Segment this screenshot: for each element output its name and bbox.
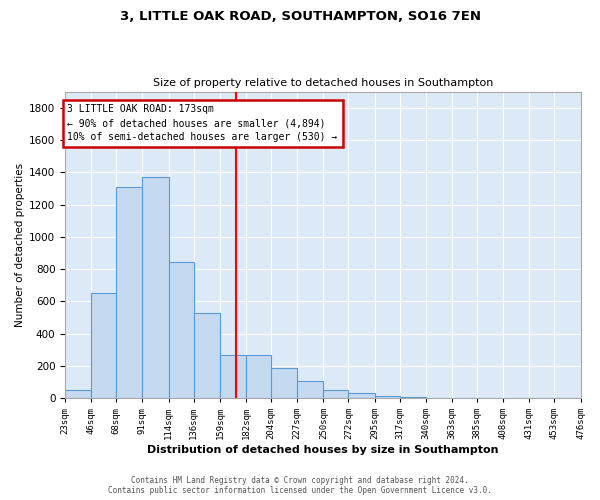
X-axis label: Distribution of detached houses by size in Southampton: Distribution of detached houses by size … xyxy=(147,445,499,455)
Bar xyxy=(297,381,323,398)
Bar xyxy=(323,390,349,398)
Bar xyxy=(91,294,116,398)
Bar xyxy=(194,312,220,398)
Bar xyxy=(374,396,400,398)
Bar xyxy=(220,354,246,398)
Bar xyxy=(169,262,194,398)
Bar xyxy=(65,390,91,398)
Text: 3 LITTLE OAK ROAD: 173sqm
← 90% of detached houses are smaller (4,894)
10% of se: 3 LITTLE OAK ROAD: 173sqm ← 90% of detac… xyxy=(67,104,338,142)
Bar xyxy=(246,354,271,398)
Bar xyxy=(116,187,142,398)
Text: Contains HM Land Registry data © Crown copyright and database right 2024.
Contai: Contains HM Land Registry data © Crown c… xyxy=(108,476,492,495)
Text: 3, LITTLE OAK ROAD, SOUTHAMPTON, SO16 7EN: 3, LITTLE OAK ROAD, SOUTHAMPTON, SO16 7E… xyxy=(119,10,481,23)
Title: Size of property relative to detached houses in Southampton: Size of property relative to detached ho… xyxy=(152,78,493,88)
Bar xyxy=(142,177,169,398)
Bar xyxy=(349,394,374,398)
Y-axis label: Number of detached properties: Number of detached properties xyxy=(15,163,25,327)
Bar xyxy=(271,368,297,398)
